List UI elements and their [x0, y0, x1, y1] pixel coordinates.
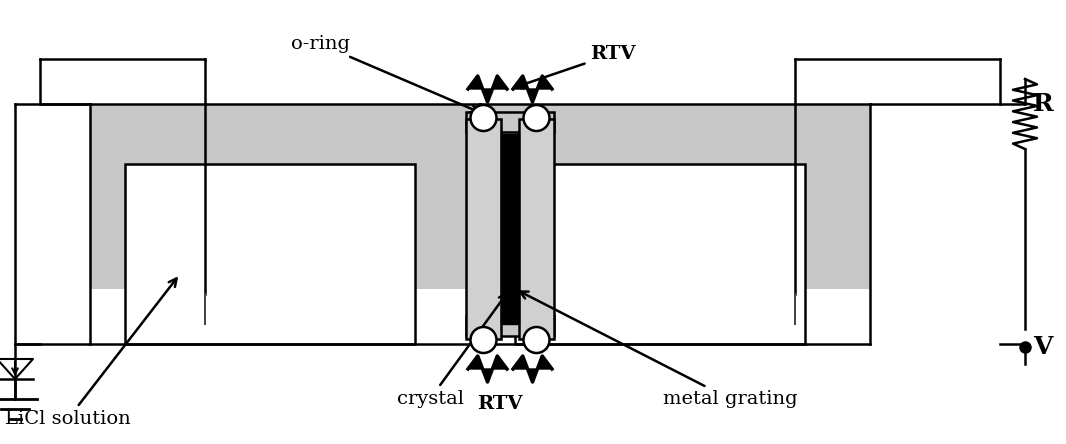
Circle shape [470, 105, 497, 131]
Text: R: R [1033, 92, 1054, 116]
Polygon shape [468, 356, 507, 382]
Circle shape [470, 327, 497, 353]
FancyBboxPatch shape [480, 112, 554, 132]
Polygon shape [468, 76, 507, 102]
FancyBboxPatch shape [480, 316, 554, 336]
FancyBboxPatch shape [125, 164, 415, 344]
FancyBboxPatch shape [466, 316, 480, 336]
Text: LiCl solution: LiCl solution [5, 278, 177, 428]
FancyBboxPatch shape [466, 119, 501, 339]
FancyBboxPatch shape [519, 119, 554, 339]
FancyBboxPatch shape [90, 104, 480, 289]
Text: RTV: RTV [515, 45, 635, 88]
Text: V: V [1033, 335, 1052, 359]
Text: RTV: RTV [478, 395, 522, 413]
FancyBboxPatch shape [515, 164, 805, 344]
FancyBboxPatch shape [466, 112, 480, 132]
FancyBboxPatch shape [480, 104, 870, 289]
Circle shape [523, 327, 549, 353]
Text: metal grating: metal grating [520, 292, 797, 408]
FancyBboxPatch shape [501, 134, 519, 324]
Text: crystal: crystal [397, 293, 506, 408]
Polygon shape [513, 356, 552, 382]
Text: o-ring: o-ring [291, 35, 479, 112]
Circle shape [523, 105, 549, 131]
Polygon shape [513, 76, 552, 102]
